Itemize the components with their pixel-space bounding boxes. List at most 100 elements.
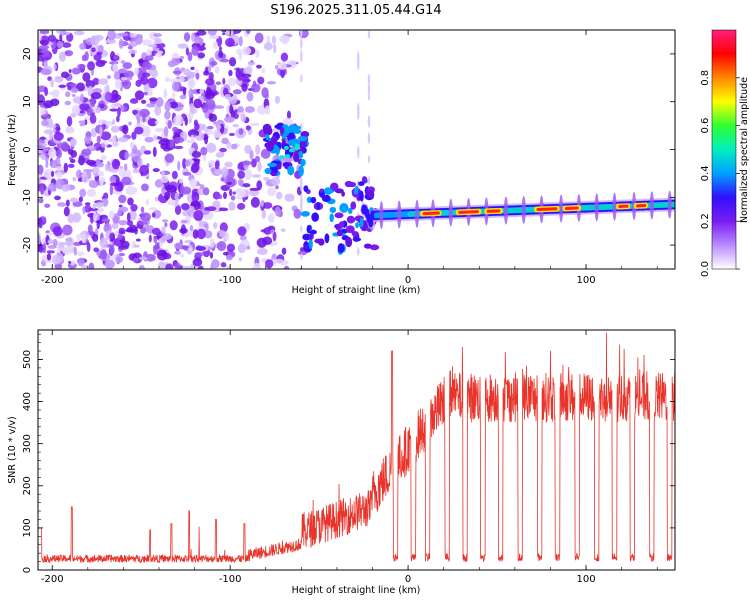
noise-blob xyxy=(105,38,117,45)
noise-blob xyxy=(66,238,70,247)
noise-blob xyxy=(192,258,203,267)
noise-blob xyxy=(227,181,232,185)
snr-frame xyxy=(37,329,676,571)
signal-blob xyxy=(308,238,313,250)
noise-blob xyxy=(117,210,122,217)
noise-blob xyxy=(61,246,73,255)
noise-blob xyxy=(38,246,44,252)
noise-blob xyxy=(244,106,256,113)
noise-blob xyxy=(257,76,265,85)
noise-blob xyxy=(93,211,98,222)
noise-blob xyxy=(79,43,87,50)
noise-blob xyxy=(200,146,208,156)
noise-blob xyxy=(191,45,200,56)
noise-blob xyxy=(100,154,107,161)
noise-blob xyxy=(267,187,277,197)
noise-blob xyxy=(53,132,64,141)
y-tick-label: 0 xyxy=(22,567,33,573)
signal-blob xyxy=(287,165,295,176)
noise-blob xyxy=(71,93,76,97)
noise-blob xyxy=(126,212,131,223)
noise-blob xyxy=(173,114,184,126)
noise-blob xyxy=(120,60,126,64)
noise-blob xyxy=(241,82,248,92)
noise-blob xyxy=(140,206,145,214)
noise-blob xyxy=(149,97,158,102)
x-tick-label: 0 xyxy=(405,574,411,585)
signal-blob xyxy=(338,221,345,228)
noise-blob xyxy=(276,191,283,200)
noise-blob xyxy=(147,118,158,127)
x-tick-label: 0 xyxy=(405,275,411,286)
signal-blob xyxy=(295,125,301,130)
noise-blob xyxy=(67,163,75,168)
noise-streak xyxy=(300,36,303,50)
noise-blob xyxy=(69,138,78,146)
noise-blob xyxy=(222,32,226,36)
noise-blob xyxy=(255,144,261,156)
noise-blob xyxy=(142,39,153,46)
noise-streak xyxy=(357,106,360,115)
noise-blob xyxy=(228,201,236,211)
noise-blob xyxy=(202,106,208,113)
noise-blob xyxy=(135,79,142,87)
signal-blob xyxy=(347,207,353,214)
noise-blob xyxy=(64,126,75,134)
noise-blob xyxy=(262,202,273,209)
noise-blob xyxy=(174,262,181,269)
x-tick-label: -100 xyxy=(219,275,242,286)
noise-blob xyxy=(256,64,262,69)
spectrogram-ylabel: Frequency (Hz) xyxy=(7,114,18,186)
noise-blob xyxy=(225,30,234,36)
noise-blob xyxy=(148,207,158,211)
noise-blob xyxy=(183,32,191,42)
noise-blob xyxy=(222,77,226,85)
colorbar-tick-label: 0.8 xyxy=(700,70,711,86)
noise-blob xyxy=(169,139,175,148)
noise-blob xyxy=(242,183,251,188)
noise-blob xyxy=(53,123,57,133)
noise-blob xyxy=(88,262,95,269)
noise-blob xyxy=(40,39,49,46)
noise-blob xyxy=(64,49,74,57)
noise-blob xyxy=(232,191,236,195)
noise-blob xyxy=(119,104,125,112)
noise-blob xyxy=(261,210,267,219)
colorbar-scale xyxy=(711,29,737,270)
noise-blob xyxy=(69,158,76,164)
noise-blob xyxy=(38,89,41,96)
noise-blob xyxy=(110,125,120,133)
band-spike xyxy=(414,199,419,228)
noise-blob xyxy=(188,88,194,98)
noise-blob xyxy=(46,253,52,261)
noise-blob xyxy=(129,98,139,104)
noise-blob xyxy=(214,66,220,74)
noise-blob xyxy=(161,219,169,223)
noise-blob xyxy=(225,265,231,269)
noise-blob xyxy=(93,247,99,253)
noise-blob xyxy=(54,195,61,201)
noise-blob xyxy=(280,67,285,79)
noise-blob xyxy=(38,217,43,229)
noise-blob xyxy=(127,197,134,206)
noise-blob xyxy=(143,91,148,96)
noise-blob xyxy=(118,219,128,226)
noise-blob xyxy=(261,67,266,74)
noise-blob xyxy=(92,203,96,210)
noise-blob xyxy=(60,71,69,79)
noise-blob xyxy=(112,63,118,72)
band-spike xyxy=(649,191,654,220)
noise-blob xyxy=(47,34,57,42)
noise-streak xyxy=(367,73,371,85)
noise-blob xyxy=(154,105,162,116)
noise-blob xyxy=(81,54,87,62)
noise-blob xyxy=(47,245,57,249)
noise-blob xyxy=(187,147,196,152)
noise-blob xyxy=(42,143,48,147)
noise-blob xyxy=(216,241,227,252)
signal-peak xyxy=(283,145,289,150)
noise-blob xyxy=(153,33,162,37)
noise-blob xyxy=(248,189,260,197)
signal-blob xyxy=(351,231,358,237)
noise-blob xyxy=(187,51,193,62)
